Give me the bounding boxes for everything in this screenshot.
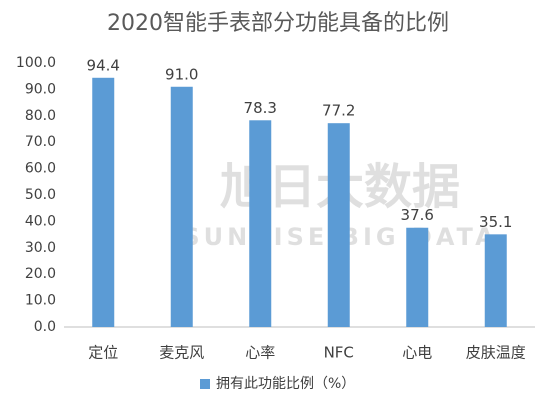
y-tick-label: 20.0 xyxy=(25,266,56,282)
x-tick-label: 皮肤温度 xyxy=(466,344,526,362)
y-tick-label: 100.0 xyxy=(16,55,56,71)
x-tick-label: 心电 xyxy=(402,344,432,362)
bar xyxy=(249,120,272,328)
y-tick-label: 10.0 xyxy=(25,293,56,309)
bar xyxy=(406,227,429,327)
value-label: 94.4 xyxy=(87,56,120,74)
bar xyxy=(170,86,193,327)
x-tick-label: 麦克风 xyxy=(159,344,204,362)
value-label: 78.3 xyxy=(244,99,277,117)
y-tick-label: 80.0 xyxy=(25,108,56,124)
bar xyxy=(92,77,115,327)
value-label: 35.1 xyxy=(479,213,512,231)
bar xyxy=(484,234,507,327)
bar xyxy=(327,123,350,327)
x-tick-label: 定位 xyxy=(88,344,118,362)
legend-swatch xyxy=(200,379,210,389)
y-tick-label: 90.0 xyxy=(25,81,56,97)
x-tick-label: NFC xyxy=(324,344,354,362)
x-tick-label: 心率 xyxy=(245,344,275,362)
y-tick-label: 30.0 xyxy=(25,240,56,256)
value-label: 91.0 xyxy=(165,65,198,83)
y-tick-label: 60.0 xyxy=(25,161,56,177)
y-tick-label: 40.0 xyxy=(25,213,56,229)
value-label: 77.2 xyxy=(322,102,355,120)
y-tick-label: 50.0 xyxy=(25,187,56,203)
chart-title: 2020智能手表部分功能具备的比例 xyxy=(107,11,449,36)
legend-label: 拥有此功能比例（%） xyxy=(216,376,355,392)
y-tick-label: 0.0 xyxy=(34,319,56,335)
y-tick-label: 70.0 xyxy=(25,134,56,150)
value-label: 37.6 xyxy=(401,206,434,224)
